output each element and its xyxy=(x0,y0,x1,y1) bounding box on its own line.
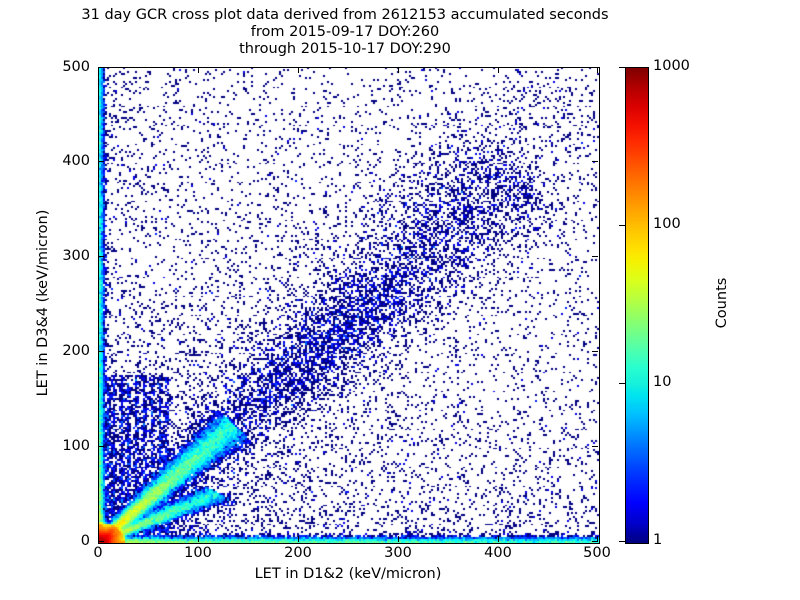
y-axis-label: LET in D3&4 (keV/micron) xyxy=(35,209,51,397)
ytick-right-mark-0 xyxy=(592,541,598,543)
xtick-mark-500 xyxy=(597,536,599,542)
ytick-mark-200 xyxy=(98,351,104,353)
title-line-3: through 2015-10-17 DOY:290 xyxy=(239,41,451,57)
colorbar-tick-1000 xyxy=(619,67,625,69)
xtick-top-mark-300 xyxy=(398,67,400,73)
ytick-label-200: 200 xyxy=(62,343,90,359)
title-line-1: 31 day GCR cross plot data derived from … xyxy=(81,7,609,23)
colorbar xyxy=(625,67,649,544)
ytick-right-mark-100 xyxy=(592,446,598,448)
xtick-label-0: 0 xyxy=(93,545,103,561)
ytick-label-400: 400 xyxy=(62,153,90,169)
plot-axes-area xyxy=(98,67,600,544)
xtick-label-300: 300 xyxy=(384,545,412,561)
colorbar-tick-10 xyxy=(619,383,625,385)
xtick-label-400: 400 xyxy=(484,545,512,561)
xtick-top-mark-0 xyxy=(98,67,100,73)
colorbar-label-100: 100 xyxy=(653,216,681,232)
ytick-right-mark-300 xyxy=(592,256,598,258)
ytick-label-0: 0 xyxy=(80,533,90,549)
xtick-mark-0 xyxy=(98,536,100,542)
colorbar-tick-100 xyxy=(619,225,625,227)
xtick-label-500: 500 xyxy=(583,545,611,561)
plot-title: 31 day GCR cross plot data derived from … xyxy=(0,7,690,58)
x-axis-label: LET in D1&2 (keV/micron) xyxy=(254,566,442,582)
xtick-label-100: 100 xyxy=(184,545,212,561)
colorbar-tick-1 xyxy=(619,541,625,543)
scatter-heatmap-canvas xyxy=(99,68,599,543)
ytick-mark-500 xyxy=(98,67,104,69)
ytick-mark-100 xyxy=(98,446,104,448)
ytick-mark-300 xyxy=(98,256,104,258)
ytick-right-mark-500 xyxy=(592,67,598,69)
title-line-2: from 2015-09-17 DOY:260 xyxy=(250,24,440,40)
colorbar-label-10: 10 xyxy=(653,374,672,390)
ytick-label-300: 300 xyxy=(62,248,90,264)
ytick-right-mark-200 xyxy=(592,351,598,353)
colorbar-label-1000: 1000 xyxy=(653,58,690,74)
xtick-label-200: 200 xyxy=(284,545,312,561)
colorbar-label-1: 1 xyxy=(653,532,663,548)
xtick-mark-100 xyxy=(198,536,200,542)
xtick-top-mark-400 xyxy=(498,67,500,73)
ytick-label-500: 500 xyxy=(62,59,90,75)
ytick-mark-400 xyxy=(98,161,104,163)
xtick-top-mark-500 xyxy=(597,67,599,73)
xtick-top-mark-100 xyxy=(198,67,200,73)
xtick-mark-200 xyxy=(298,536,300,542)
xtick-mark-400 xyxy=(498,536,500,542)
colorbar-axis-label: Counts xyxy=(714,277,730,329)
ytick-right-mark-400 xyxy=(592,161,598,163)
ytick-mark-0 xyxy=(98,541,104,543)
xtick-top-mark-200 xyxy=(298,67,300,73)
ytick-label-100: 100 xyxy=(62,438,90,454)
xtick-mark-300 xyxy=(398,536,400,542)
